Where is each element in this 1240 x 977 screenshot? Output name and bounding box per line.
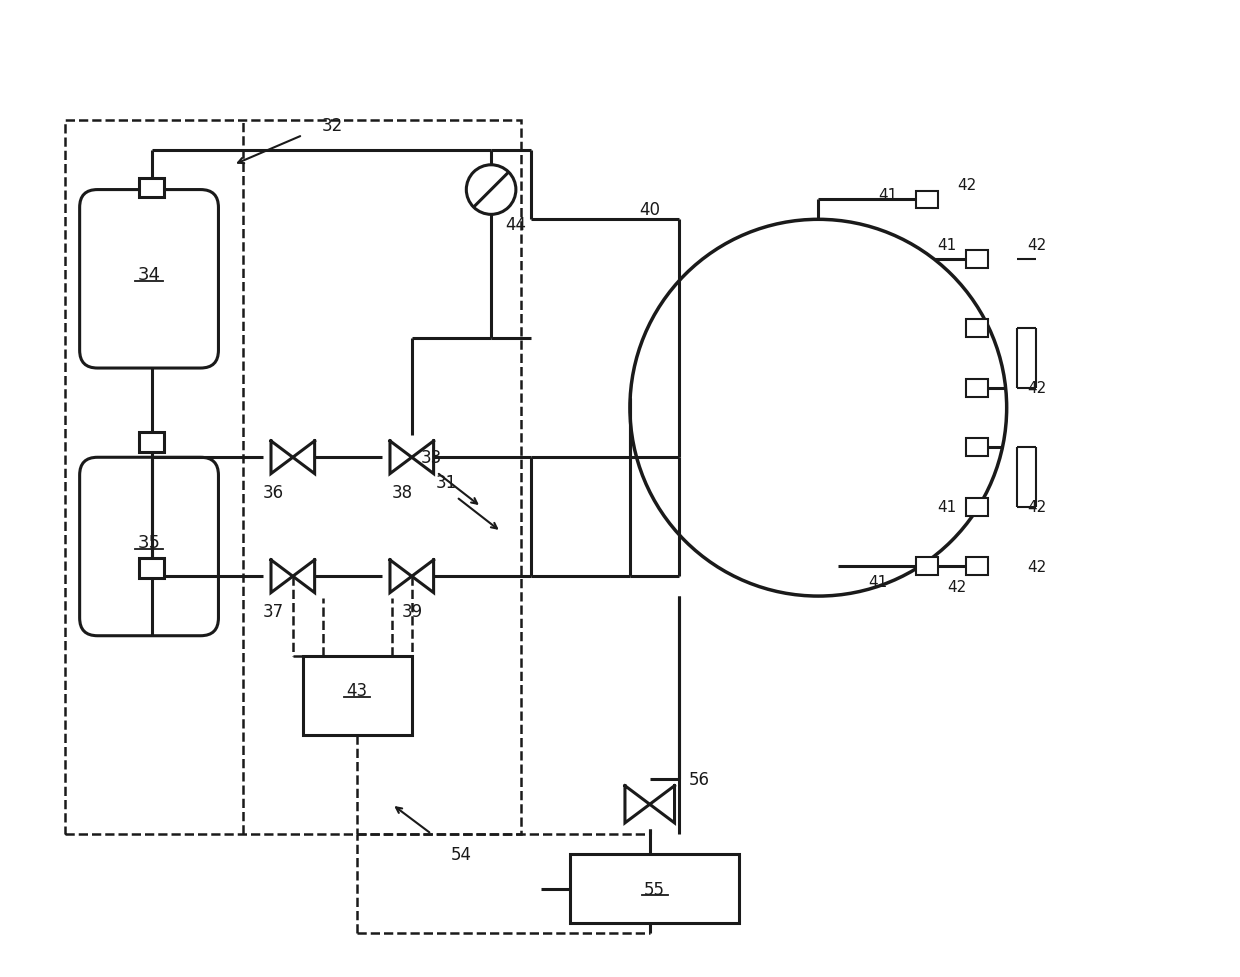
- Text: 41: 41: [878, 188, 898, 203]
- Text: 43: 43: [347, 682, 368, 700]
- Text: 54: 54: [451, 845, 472, 863]
- Circle shape: [466, 166, 516, 215]
- Bar: [570, 854, 739, 923]
- Polygon shape: [412, 560, 434, 593]
- Polygon shape: [293, 560, 315, 593]
- Text: 42: 42: [957, 178, 977, 192]
- Polygon shape: [293, 442, 315, 474]
- Bar: [966, 320, 988, 338]
- Text: 41: 41: [937, 237, 957, 252]
- Text: 42: 42: [1027, 237, 1047, 252]
- Polygon shape: [272, 560, 293, 593]
- Text: 41: 41: [868, 574, 888, 589]
- Text: 44: 44: [506, 216, 527, 234]
- Text: 32: 32: [322, 117, 343, 135]
- Text: 42: 42: [1027, 559, 1047, 574]
- Text: 42: 42: [1027, 500, 1047, 515]
- Text: 42: 42: [947, 579, 967, 594]
- Polygon shape: [650, 786, 675, 823]
- Bar: [64, 121, 521, 834]
- Bar: [966, 439, 988, 457]
- Circle shape: [630, 220, 1007, 597]
- Text: 35: 35: [138, 533, 160, 551]
- Polygon shape: [389, 442, 412, 474]
- Text: 41: 41: [937, 500, 957, 515]
- Bar: [966, 251, 988, 269]
- Bar: [916, 191, 939, 209]
- Polygon shape: [272, 442, 293, 474]
- Text: 34: 34: [138, 266, 160, 283]
- Bar: [139, 433, 164, 453]
- Bar: [966, 498, 988, 516]
- Text: 31: 31: [436, 474, 458, 491]
- FancyBboxPatch shape: [79, 458, 218, 636]
- Bar: [303, 656, 412, 735]
- Text: 39: 39: [402, 603, 423, 620]
- Polygon shape: [412, 442, 434, 474]
- Bar: [916, 558, 939, 575]
- Text: 36: 36: [263, 484, 284, 501]
- Text: 38: 38: [392, 484, 413, 501]
- Text: 40: 40: [640, 201, 660, 219]
- Text: 55: 55: [645, 879, 665, 898]
- FancyBboxPatch shape: [79, 191, 218, 368]
- Bar: [139, 559, 164, 578]
- Bar: [139, 179, 164, 198]
- Text: 42: 42: [1027, 381, 1047, 396]
- Bar: [966, 379, 988, 398]
- Polygon shape: [389, 560, 412, 593]
- Text: 33: 33: [422, 448, 443, 467]
- Text: 37: 37: [263, 603, 284, 620]
- Bar: [966, 558, 988, 575]
- Text: 56: 56: [688, 771, 709, 788]
- Polygon shape: [625, 786, 650, 823]
